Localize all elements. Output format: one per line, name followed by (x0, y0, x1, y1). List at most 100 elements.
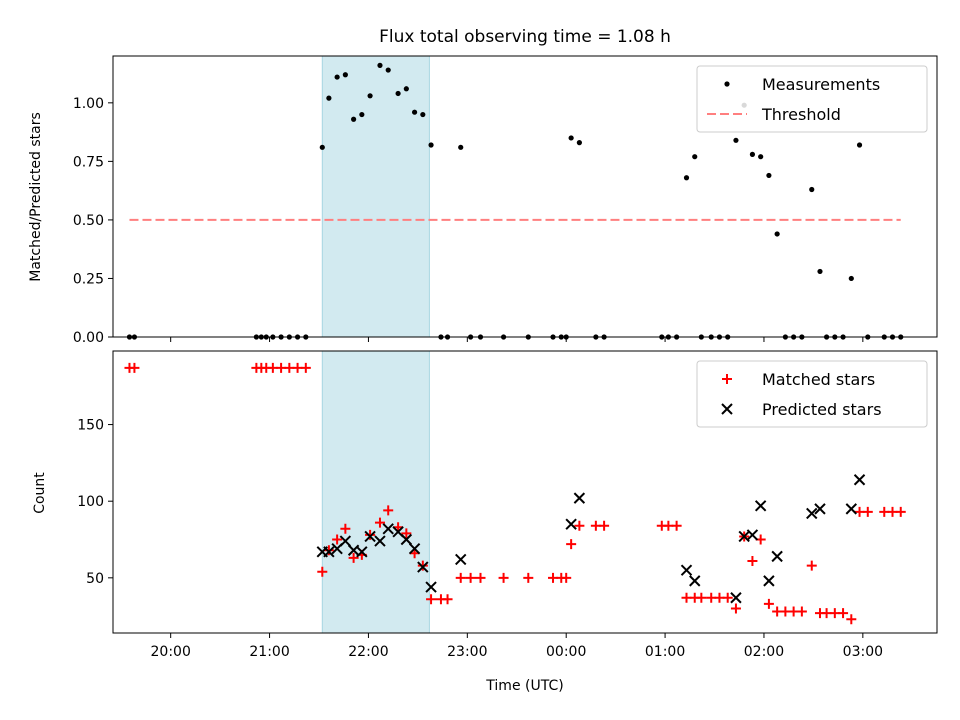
matched-stars-point (317, 566, 328, 577)
legend-swatch (722, 374, 732, 384)
matched-stars-point (561, 572, 572, 583)
predicted-stars-point (806, 507, 818, 520)
bottom-panel: 20:00 21:00 22:00 23:00 00:00 01:00 02:00 03:00… (77, 350, 938, 660)
matched-stars-point (475, 572, 486, 583)
y-tick-label: 100 (77, 494, 104, 510)
chart-title: Flux total observing time = 1.08 h (379, 27, 671, 47)
predicted-stars-point (565, 518, 577, 530)
matched-stars-point (401, 528, 412, 539)
y-tick-label: 0.75 (73, 154, 104, 170)
measurement-point (568, 135, 574, 141)
axes-frame (112, 55, 938, 338)
measurement-point (367, 93, 373, 99)
measurement-point (334, 74, 340, 80)
matched-stars-point (323, 545, 334, 556)
measurement-point (377, 62, 383, 68)
matched-stars-point (300, 362, 311, 373)
measurement-point (809, 186, 815, 193)
y-tick-label: 1.00 (73, 96, 104, 112)
legend-label: Threshold (761, 105, 841, 124)
predicted-stars-point (455, 553, 467, 566)
matched-stars-point (747, 555, 758, 566)
measurement-point (319, 144, 325, 150)
x-axis-label: Time (UTC) (485, 678, 563, 694)
y-tick-label: 150 (77, 418, 104, 434)
matched-stars-point (895, 506, 906, 517)
matched-stars-point (365, 529, 376, 540)
predicted-stars-point (730, 592, 742, 604)
x-tick-label: 20:00 (151, 644, 191, 660)
top-ylabel: Matched/Predicted stars (28, 112, 44, 282)
matched-stars-point (465, 572, 476, 583)
series-predicted-stars (316, 474, 866, 604)
predicted-stars-point (763, 575, 775, 587)
predicted-stars-point (356, 546, 368, 558)
matched-stars-point (383, 505, 394, 516)
measurement-point (856, 142, 863, 148)
x-tick-label: 01:00 (645, 644, 685, 660)
legend: Matched stars Predicted stars (696, 360, 928, 428)
predicted-stars-point (374, 535, 386, 547)
measurement-point (766, 172, 772, 179)
predicted-stars-point (417, 561, 429, 573)
measurement-point (395, 90, 401, 97)
x-tick-label: 00:00 (546, 644, 586, 660)
predicted-stars-point (425, 581, 437, 593)
measurement-point (385, 67, 391, 73)
measurement-point (458, 144, 464, 150)
measurement-point (420, 111, 426, 118)
measurement-point (576, 140, 582, 146)
matched-stars-point (806, 560, 817, 571)
predicted-stars-point (364, 530, 376, 543)
matched-stars-point (442, 594, 453, 605)
measurement-point (848, 275, 854, 282)
measurement-point (774, 231, 780, 237)
measurement-point (411, 109, 418, 115)
predicted-stars-point (400, 533, 413, 546)
top-panel: 0.00 0.25 0.50 0.75 1.00 Measurements Threshol… (73, 55, 938, 346)
matched-stars-point (417, 560, 428, 571)
y-tick-label: 0.50 (73, 213, 104, 229)
predicted-stars-point (754, 500, 767, 512)
y-tick-label: 50 (86, 571, 104, 587)
matched-stars-point (599, 520, 610, 531)
matched-stars-point (763, 598, 774, 609)
measurement-point (342, 72, 348, 78)
legend: Measurements Threshold (696, 65, 928, 133)
predicted-stars-point (339, 535, 352, 547)
measurement-point (326, 95, 332, 101)
predicted-stars-point (573, 492, 586, 504)
measurement-point (428, 142, 434, 148)
matched-stars-point (796, 606, 807, 617)
axes-frame (112, 350, 938, 634)
measurement-point (351, 116, 357, 122)
legend-swatch (724, 81, 730, 87)
measurement-point (683, 175, 690, 181)
predicted-stars-point (408, 542, 421, 555)
matched-stars-point (332, 534, 343, 545)
legend-label: Matched stars (762, 370, 875, 389)
predicted-stars-point (771, 550, 783, 563)
matched-stars-point (348, 552, 359, 563)
x-tick-label: 23:00 (447, 644, 487, 660)
legend-box (696, 360, 928, 428)
matched-stars-point (730, 603, 741, 614)
bottom-ylabel: Count (32, 472, 48, 514)
predicted-stars-point (814, 503, 826, 515)
x-tick-label: 22:00 (348, 644, 388, 660)
legend-label: Predicted stars (762, 400, 882, 419)
predicted-stars-point (845, 503, 858, 515)
observing-window-band (322, 351, 430, 633)
legend-swatch (721, 403, 733, 415)
measurement-point (758, 154, 764, 160)
x-tick-label: 02:00 (744, 644, 784, 660)
predicted-stars-point (382, 523, 394, 535)
matched-stars-point (129, 362, 140, 373)
matched-stars-point (455, 572, 466, 583)
x-tick-label: 03:00 (843, 644, 883, 660)
predicted-stars-point (689, 575, 701, 587)
matched-stars-point (374, 517, 385, 528)
matched-stars-point (722, 592, 733, 603)
predicted-stars-point (746, 529, 759, 541)
legend-label: Measurements (762, 75, 880, 94)
